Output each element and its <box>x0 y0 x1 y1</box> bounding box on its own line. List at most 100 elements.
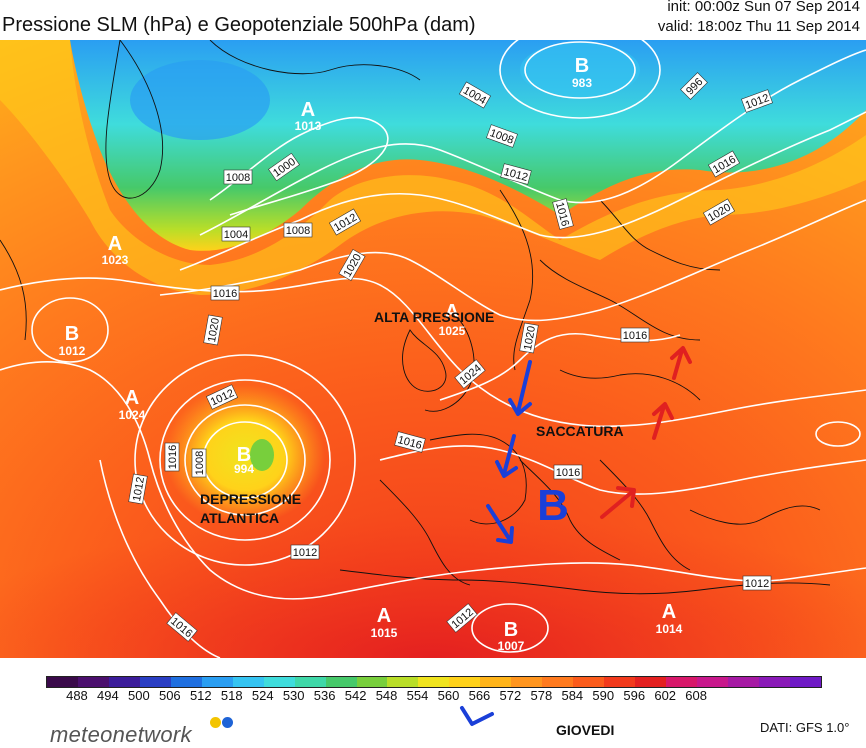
depressione-label-line2: ATLANTICA <box>200 510 279 526</box>
red-arrow-icon <box>670 346 692 380</box>
deep-cold-core <box>130 60 270 140</box>
red-arrow-icon <box>652 402 674 440</box>
svg-text:1016: 1016 <box>167 445 179 469</box>
svg-text:1004: 1004 <box>224 229 248 241</box>
colorbar-cell <box>170 677 202 687</box>
blue-arrow-icon <box>508 360 532 416</box>
colorbar-cell <box>604 677 636 687</box>
isobar-label: 1008 <box>191 448 207 478</box>
colorbar-cell <box>47 677 78 687</box>
colorbar-cell <box>789 677 821 687</box>
colorbar-cell <box>418 677 450 687</box>
colorbar-cell <box>294 677 326 687</box>
colorbar-cell <box>727 677 759 687</box>
isobar-label: 1004 <box>221 226 251 242</box>
colorbar-cell <box>573 677 605 687</box>
data-source: DATI: GFS 1.0° <box>760 720 850 735</box>
init-time: init: 00:00z Sun 07 Sep 2014 <box>667 0 860 15</box>
legend-arrow-icon <box>460 706 494 726</box>
svg-text:B: B <box>65 323 79 345</box>
colorbar-tick: 566 <box>468 688 491 703</box>
colorbar-cell <box>77 677 109 687</box>
svg-text:983: 983 <box>572 76 592 90</box>
isobar-label: 1016 <box>210 285 240 301</box>
yellow-band <box>0 40 866 295</box>
blue-arrows <box>486 360 532 544</box>
isobar-label: 1012 <box>500 163 532 185</box>
blue-arrow-icon <box>486 504 514 544</box>
colorbar-tick: 602 <box>654 688 677 703</box>
colorbar-tick: 506 <box>158 688 181 703</box>
colorbar-cell <box>635 677 667 687</box>
isobar-label: 1008 <box>283 222 313 238</box>
svg-text:1012: 1012 <box>131 476 147 502</box>
colorbar-tick: 590 <box>592 688 615 703</box>
colorbar-tick: 596 <box>623 688 646 703</box>
colorbar-tick: 572 <box>499 688 522 703</box>
meteonetwork-logo: meteonetwork <box>50 717 233 748</box>
colorbar-tick: 500 <box>128 688 150 703</box>
colorbar-cell <box>108 677 140 687</box>
red-arrows <box>600 346 692 519</box>
colorbar-ticks: 488 494 500 506 512 518 524 530 536 542 548 554 560 5… <box>46 688 820 704</box>
svg-text:1023: 1023 <box>102 253 129 267</box>
isobar-label: 1016 <box>553 464 583 480</box>
legend-label: GIOVEDI <box>556 722 615 738</box>
colorbar-tick: 530 <box>282 688 305 703</box>
svg-text:1020: 1020 <box>206 317 222 343</box>
isobar-label: 1016 <box>394 431 426 453</box>
svg-text:1016: 1016 <box>213 288 237 300</box>
red-arrow-icon <box>600 486 636 519</box>
colorbar-tick: 578 <box>530 688 553 703</box>
colorbar-tick: 494 <box>97 688 119 703</box>
svg-text:1008: 1008 <box>226 172 250 184</box>
colorbar-tick: 608 <box>685 688 708 703</box>
isobar-label: 1008 <box>223 169 253 185</box>
svg-text:B: B <box>237 444 251 466</box>
svg-text:994: 994 <box>234 462 254 476</box>
coastlines <box>0 40 831 595</box>
cold-core-east <box>520 42 640 98</box>
svg-text:1015: 1015 <box>371 626 398 640</box>
svg-text:1020: 1020 <box>522 325 538 351</box>
colorbar-cell <box>758 677 790 687</box>
colorbar-cell <box>387 677 419 687</box>
colorbar-cell <box>542 677 574 687</box>
svg-text:1007: 1007 <box>498 639 525 653</box>
colorbar-tick: 554 <box>406 688 429 703</box>
colorbar-tick: 560 <box>437 688 460 703</box>
isobar-labels: 1000 1008 1004 1008 1012 1004 1008 1012 … <box>128 72 773 642</box>
colorbar-tick: 524 <box>251 688 274 703</box>
svg-text:A: A <box>377 605 391 627</box>
alta-pressione-label: ALTA PRESSIONE <box>374 309 494 325</box>
colorbar-tick: 512 <box>189 688 212 703</box>
isobar-label: 1012 <box>742 575 772 591</box>
colorbar-tick: 488 <box>66 688 88 703</box>
svg-text:1025: 1025 <box>439 324 466 338</box>
colorbar-cell <box>449 677 481 687</box>
blue-arrow-icon <box>495 434 518 478</box>
depressione-label-line1: DEPRESSIONE <box>200 491 301 507</box>
isobar-label: 1016 <box>620 327 650 343</box>
svg-text:1014: 1014 <box>656 622 683 636</box>
colorbar-cell <box>356 677 388 687</box>
svg-text:1016: 1016 <box>623 330 647 342</box>
atlantic-low-green <box>250 439 274 471</box>
svg-text:1024: 1024 <box>119 408 146 422</box>
svg-text:1013: 1013 <box>295 119 322 133</box>
southern-warm-band <box>0 420 866 658</box>
svg-text:B: B <box>575 55 589 77</box>
logo-blue-dot-icon <box>222 717 233 728</box>
isobar-label: 1012 <box>128 473 148 505</box>
svg-text:A: A <box>125 387 139 409</box>
valid-time: valid: 18:00z Thu 11 Sep 2014 <box>657 18 860 35</box>
svg-text:1016: 1016 <box>556 467 580 479</box>
chart-title: Pressione SLM (hPa) e Geopotenziale 500h… <box>2 14 476 36</box>
svg-text:1012: 1012 <box>293 547 317 559</box>
